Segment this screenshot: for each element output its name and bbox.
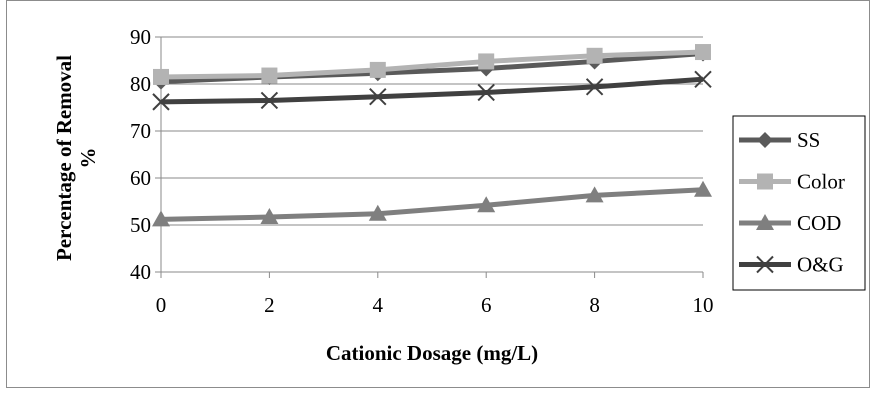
legend-label-color: Color <box>797 170 845 194</box>
legend-marker-color <box>757 173 773 190</box>
legend-marker-cod <box>756 214 774 230</box>
series-line-color <box>160 49 704 80</box>
data-point-color-2 <box>261 67 278 84</box>
data-point-o-g-2 <box>260 91 279 110</box>
x-tick-label-0: 0 <box>156 293 167 317</box>
data-point-color-8 <box>586 47 603 64</box>
data-point-o-g-6 <box>477 83 495 102</box>
data-point-cod-0 <box>152 210 170 227</box>
data-point-color-0 <box>153 68 169 85</box>
series-color <box>153 44 711 85</box>
x-tick-label-4: 4 <box>373 293 384 317</box>
data-point-o-g-4 <box>369 87 387 106</box>
data-point-cod-4 <box>368 204 387 221</box>
data-point-color-4 <box>369 61 386 78</box>
legend-marker-o-g <box>756 255 774 274</box>
data-point-cod-8 <box>585 186 604 203</box>
data-point-color-10 <box>695 44 711 61</box>
series-line-o-g <box>160 76 704 105</box>
legend: SS Color COD O&G <box>732 115 866 291</box>
x-tick-label-8: 8 <box>589 293 600 317</box>
legend-box <box>732 115 866 291</box>
series-o-g <box>152 70 712 111</box>
y-axis-label-line1: Percentage of Removal <box>52 55 76 261</box>
data-point-o-g-0 <box>152 93 170 111</box>
y-tick-label-80: 80 <box>130 72 151 96</box>
y-tick-label-60: 60 <box>130 166 151 190</box>
data-point-cod-6 <box>477 196 496 213</box>
gridlines <box>161 36 703 226</box>
legend-label-o-g: O&G <box>797 253 844 277</box>
y-tick-label-90: 90 <box>130 25 151 49</box>
legend-label-cod: COD <box>797 211 841 235</box>
series-group <box>152 44 712 227</box>
data-point-cod-2 <box>260 208 279 225</box>
data-point-o-g-10 <box>694 70 712 89</box>
series-cod <box>152 180 712 227</box>
tick-labels: 40 50 60 70 80 90 0 2 4 6 8 10 <box>130 25 714 317</box>
y-axis-label-line2: % <box>76 148 100 169</box>
x-axis-label: Cationic Dosage (mg/L) <box>326 341 538 365</box>
x-tick-label-2: 2 <box>264 293 275 317</box>
data-point-color-6 <box>478 53 495 70</box>
legend-label-ss: SS <box>797 128 820 152</box>
x-tick-label-6: 6 <box>481 293 492 317</box>
y-tick-label-70: 70 <box>130 119 151 143</box>
legend-marker-ss <box>757 132 773 148</box>
data-point-cod-10 <box>694 180 712 197</box>
x-tick-label-10: 10 <box>693 293 714 317</box>
data-point-o-g-8 <box>585 78 604 96</box>
y-tick-label-50: 50 <box>130 213 151 237</box>
series-line-cod <box>160 187 704 222</box>
y-tick-label-40: 40 <box>130 260 151 284</box>
